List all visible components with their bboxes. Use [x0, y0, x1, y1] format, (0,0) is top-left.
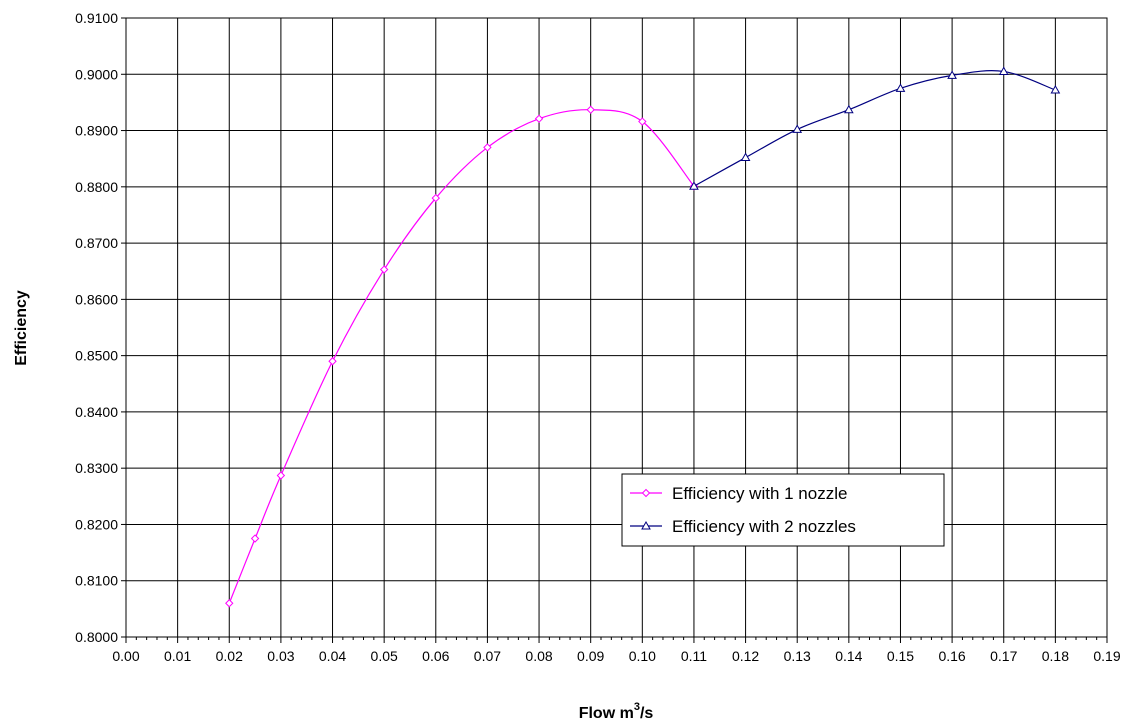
- data-point: [534, 114, 544, 123]
- legend-label: Efficiency with 2 nozzles: [672, 517, 856, 536]
- x-tick-label: 0.02: [216, 648, 243, 664]
- x-tick-label: 0.04: [319, 648, 346, 664]
- x-tick-label: 0.03: [267, 648, 294, 664]
- y-tick-label: 0.8400: [75, 404, 118, 420]
- x-tick-label: 0.17: [990, 648, 1017, 664]
- x-tick-label: 0.05: [371, 648, 398, 664]
- data-point: [740, 152, 751, 162]
- x-tick-label: 0.19: [1093, 648, 1120, 664]
- y-tick-label: 0.8000: [75, 629, 118, 645]
- data-point: [250, 534, 260, 543]
- data-point: [1050, 85, 1061, 94]
- series-line: [228, 109, 695, 604]
- legend-marker: [641, 520, 651, 530]
- legend-item: Efficiency with 2 nozzles: [630, 517, 856, 536]
- data-point: [843, 104, 854, 114]
- y-tick-label: 0.9000: [75, 66, 118, 82]
- data-point: [379, 265, 389, 274]
- data-point: [483, 143, 492, 152]
- data-point: [328, 357, 337, 366]
- x-axis-minor-ticks: [121, 17, 1108, 643]
- x-axis-title: Flow m3/s: [579, 701, 654, 722]
- x-tick-label: 0.18: [1042, 648, 1069, 664]
- x-tick-label: 0.10: [629, 648, 656, 664]
- data-point: [895, 83, 906, 92]
- legend-box: [621, 473, 945, 547]
- x-axis-tick-labels: 0.00 0.01 0.02 0.03 0.04 0.05 0.06 0.07 0.08 0.09…: [112, 648, 1120, 664]
- data-point: [638, 117, 647, 126]
- plot-border: [125, 17, 1108, 638]
- x-tick-label: 0.00: [112, 648, 139, 664]
- y-axis-title: Efficiency: [13, 290, 30, 366]
- y-tick-label: 0.8100: [75, 573, 118, 589]
- x-tick-label: 0.13: [784, 648, 811, 664]
- x-tick-label: 0.12: [732, 648, 759, 664]
- data-point: [792, 124, 803, 133]
- y-tick-label: 0.8700: [75, 235, 118, 251]
- x-tick-label: 0.09: [577, 648, 604, 664]
- x-tick-label: 0.16: [938, 648, 965, 664]
- y-tick-label: 0.9100: [75, 10, 118, 26]
- legend-item: Efficiency with 1 nozzle: [630, 484, 847, 503]
- y-tick-label: 0.8200: [75, 516, 118, 532]
- y-tick-label: 0.8500: [75, 348, 118, 364]
- y-tick-label: 0.8300: [75, 460, 118, 476]
- data-point: [586, 105, 595, 114]
- x-tick-label: 0.14: [835, 648, 862, 664]
- x-tick-label: 0.08: [525, 648, 552, 664]
- data-point: [689, 181, 699, 190]
- x-tick-label: 0.01: [164, 648, 191, 664]
- data-point: [276, 471, 286, 480]
- x-tick-label: 0.11: [681, 648, 707, 664]
- x-tick-label: 0.06: [422, 648, 449, 664]
- x-tick-label: 0.07: [474, 648, 501, 664]
- x-axis-title-superscript: 3: [634, 701, 640, 713]
- legend-label: Efficiency with 1 nozzle: [672, 484, 847, 503]
- series-layer: [225, 66, 1061, 608]
- x-axis-title-unit: /s: [640, 705, 653, 722]
- legend: Efficiency with 1 nozzle Efficiency with …: [621, 473, 945, 547]
- y-tick-label: 0.8600: [75, 291, 118, 307]
- y-tick-label: 0.8800: [75, 179, 118, 195]
- y-tick-label: 0.8900: [75, 123, 118, 139]
- series-line: [693, 70, 1056, 187]
- data-point: [431, 193, 440, 203]
- data-point: [998, 66, 1009, 75]
- legend-marker: [641, 488, 651, 498]
- data-point: [947, 70, 957, 79]
- series-2: [689, 66, 1061, 190]
- x-axis-title-main: Flow m: [579, 705, 634, 722]
- data-point: [225, 599, 234, 608]
- y-axis-tick-labels: 0.8000 0.8100 0.8200 0.8300 0.8400 0.8500 0.86…: [75, 10, 118, 645]
- x-tick-label: 0.15: [887, 648, 914, 664]
